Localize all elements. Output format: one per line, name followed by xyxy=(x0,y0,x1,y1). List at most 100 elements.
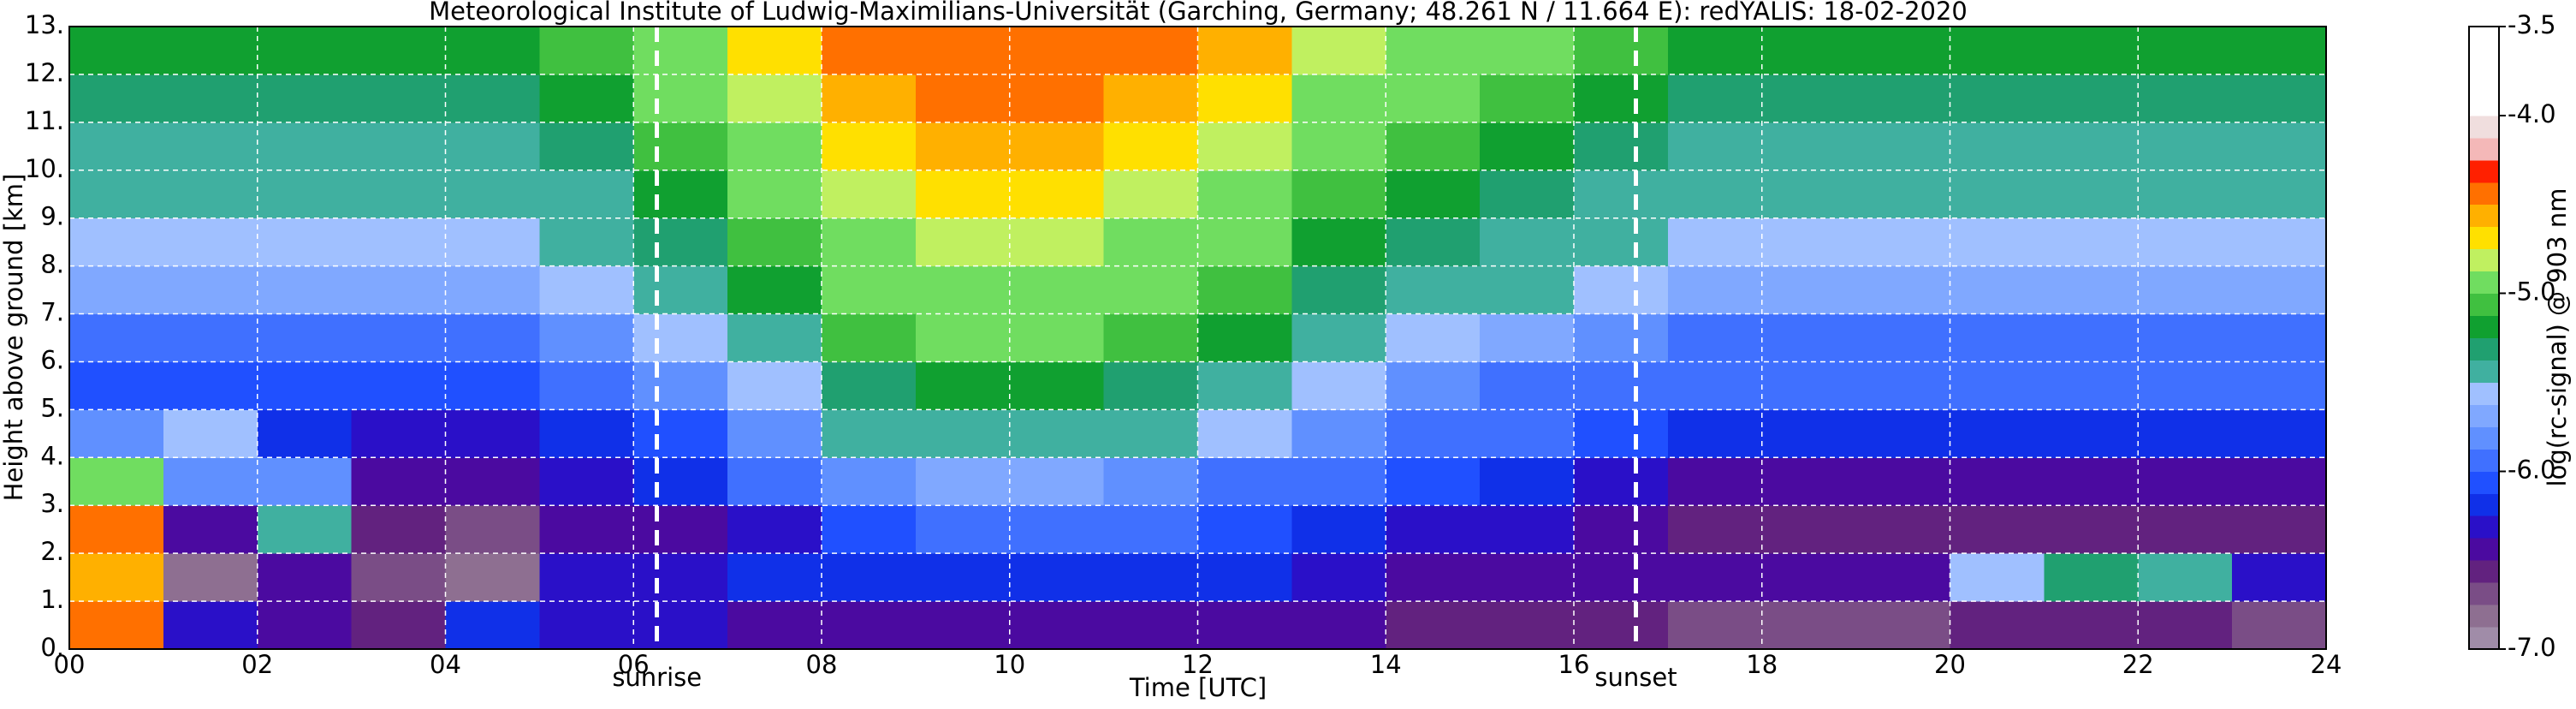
heatmap-cell xyxy=(69,74,164,123)
heatmap-cell xyxy=(1197,457,1292,506)
heatmap-cell xyxy=(915,170,1011,219)
y-tick-label: 3. xyxy=(40,489,64,518)
x-tick-label: 24 xyxy=(2311,650,2342,679)
heatmap-cell xyxy=(1386,265,1481,315)
heatmap-cell xyxy=(1291,505,1386,554)
heatmap-cell xyxy=(257,170,353,219)
colorbar-label: log(rc-signal) @ 903 nm xyxy=(2543,188,2572,487)
heatmap-cell xyxy=(2232,27,2327,75)
heatmap-cell xyxy=(2138,313,2233,362)
heatmap-cell xyxy=(69,217,164,267)
colorbar-segment xyxy=(2469,515,2499,539)
colorbar-tick-label: -3.5 xyxy=(2508,10,2556,39)
colorbar-segment xyxy=(2469,315,2499,338)
heatmap-cell xyxy=(1103,457,1198,506)
heatmap-cell xyxy=(1197,361,1292,410)
heatmap-cell xyxy=(2044,122,2139,171)
heatmap-cell xyxy=(1761,265,1857,315)
heatmap-cell xyxy=(351,313,446,362)
heatmap-cell xyxy=(1855,313,1950,362)
heatmap-cell xyxy=(727,170,822,219)
heatmap-cell xyxy=(2232,505,2327,554)
heatmap-cell xyxy=(163,217,258,267)
heatmap-cell xyxy=(2044,553,2139,602)
heatmap-cell xyxy=(2138,74,2233,123)
heatmap-cell xyxy=(633,313,728,362)
heatmap-cell xyxy=(351,505,446,554)
heatmap-cell xyxy=(2138,553,2233,602)
heatmap-cell xyxy=(1386,553,1481,602)
heatmap-cell xyxy=(727,27,822,75)
heatmap-cell xyxy=(163,313,258,362)
colorbar-segment xyxy=(2469,159,2499,183)
heatmap-cell xyxy=(2044,505,2139,554)
colorbar-segment xyxy=(2469,27,2499,50)
colorbar-segment xyxy=(2469,248,2499,272)
heatmap-cell xyxy=(163,553,258,602)
heatmap-cell xyxy=(1761,74,1857,123)
heatmap-cell xyxy=(1197,122,1292,171)
heatmap-cell xyxy=(1009,361,1105,410)
heatmap-cell xyxy=(1855,457,1950,506)
colorbar-segment xyxy=(2469,582,2499,605)
heatmap-cell xyxy=(257,265,353,315)
heatmap-cell xyxy=(1950,313,2045,362)
heatmap-cell xyxy=(915,457,1011,506)
heatmap-cell xyxy=(1855,601,1950,650)
heatmap-cell xyxy=(1197,409,1292,458)
heatmap-cell xyxy=(1291,265,1386,315)
y-tick-label: 0. xyxy=(40,633,64,662)
heatmap-cell xyxy=(1009,217,1105,267)
heatmap-cell xyxy=(1855,74,1950,123)
heatmap-cell xyxy=(1291,122,1386,171)
colorbar-tick-label: -4.0 xyxy=(2508,99,2556,128)
heatmap-cell xyxy=(1667,265,1763,315)
heatmap-cell xyxy=(1103,27,1198,75)
y-tick-label: 4. xyxy=(40,441,64,470)
y-tick-label: 5. xyxy=(40,393,64,422)
x-tick-label: 00 xyxy=(54,650,86,679)
colorbar-segment xyxy=(2469,426,2499,450)
heatmap-cell xyxy=(351,361,446,410)
heatmap-cell xyxy=(69,27,164,75)
heatmap-cell xyxy=(1855,27,1950,75)
heatmap-cell xyxy=(163,601,258,650)
heatmap-cell xyxy=(351,457,446,506)
heatmap-cell xyxy=(2138,265,2233,315)
colorbar-segment xyxy=(2469,182,2499,206)
heatmap-cell xyxy=(1480,505,1575,554)
heatmap-cell xyxy=(1950,361,2045,410)
heatmap-cell xyxy=(351,27,446,75)
y-tick-label: 12. xyxy=(25,58,64,87)
heatmap-cell xyxy=(1480,122,1575,171)
heatmap-cell xyxy=(1386,457,1481,506)
x-tick-label: 18 xyxy=(1746,650,1778,679)
heatmap-cell xyxy=(2232,122,2327,171)
heatmap-cell xyxy=(539,553,634,602)
heatmap-cell xyxy=(445,601,540,650)
heatmap-cell xyxy=(822,170,917,219)
heatmap-cell xyxy=(257,601,353,650)
heatmap-cell xyxy=(2138,27,2233,75)
colorbar-segment xyxy=(2469,70,2499,94)
heatmap-cell xyxy=(69,170,164,219)
heatmap-cell xyxy=(1386,409,1481,458)
heatmap-cell xyxy=(1950,265,2045,315)
heatmap-cell xyxy=(2138,217,2233,267)
heatmap-cell xyxy=(257,27,353,75)
heatmap-cell xyxy=(2232,265,2327,315)
heatmap-cell xyxy=(1667,505,1763,554)
colorbar-segment xyxy=(2469,48,2499,72)
heatmap-cell xyxy=(822,553,917,602)
heatmap-cell xyxy=(1667,217,1763,267)
heatmap-cell xyxy=(257,217,353,267)
heatmap-cell xyxy=(633,409,728,458)
heatmap-cell xyxy=(257,313,353,362)
heatmap-cell xyxy=(727,457,822,506)
heatmap-cell xyxy=(1009,27,1105,75)
heatmap-cell xyxy=(2138,361,2233,410)
heatmap-cell xyxy=(1761,170,1857,219)
colorbar-tick-label: -6.0 xyxy=(2508,455,2556,484)
heatmap-cell xyxy=(1480,457,1575,506)
